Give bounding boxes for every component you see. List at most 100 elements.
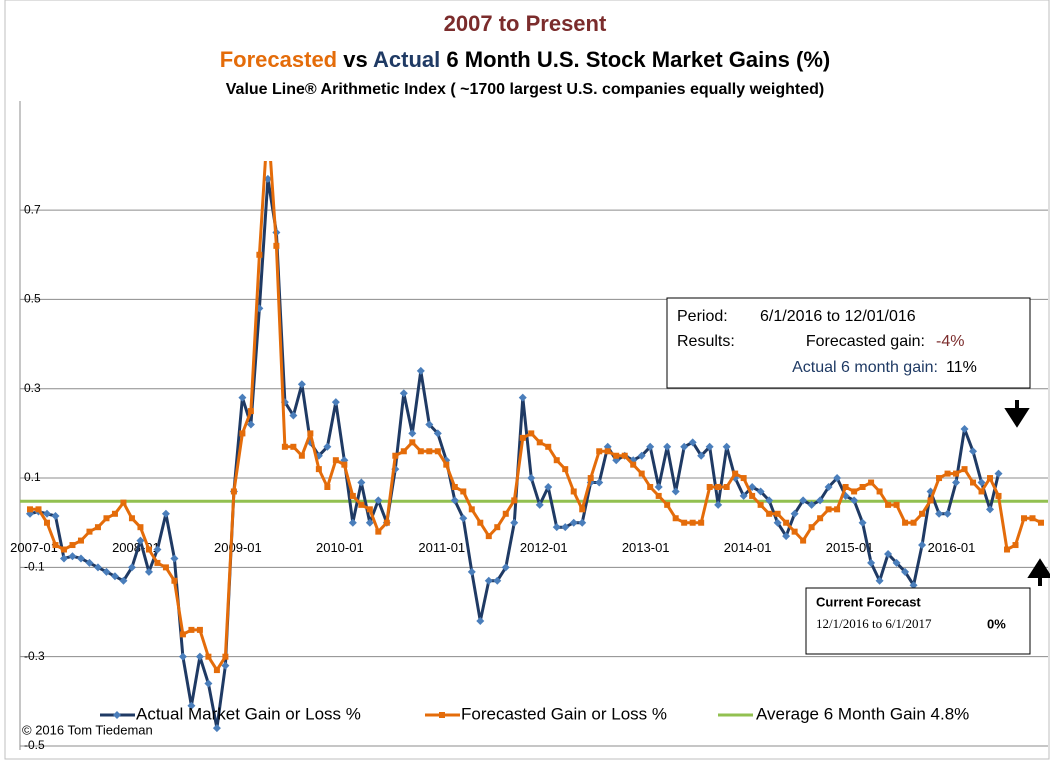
data-point [876,488,883,495]
y-tick-label: 0.5 [24,292,41,306]
data-point [68,552,77,561]
x-tick-label: 2010-01 [316,540,364,555]
data-point [77,537,84,544]
data-point [315,466,322,473]
data-point [281,443,288,450]
data-point [689,519,696,526]
data-point [604,448,611,455]
data-point [561,523,570,532]
data-point [331,398,340,407]
data-point [842,483,849,490]
data-point [120,499,127,506]
y-tick-label: -0.5 [24,738,45,752]
data-point [892,558,901,567]
data-point [501,563,510,572]
data-point [918,541,927,550]
data-point [323,442,332,451]
data-point [859,483,866,490]
data-point [171,577,178,584]
data-point [76,554,85,563]
data-point [460,488,467,495]
data-point [392,452,399,459]
chart-title: 2007 to Present [444,11,607,36]
data-point [494,524,501,531]
data-point [995,492,1002,499]
data-point [94,524,101,531]
y-tick-label: 0.7 [24,202,41,216]
data-point [59,554,68,563]
data-point [654,482,663,491]
data-point [434,448,441,455]
data-point [817,515,824,522]
data-point [732,470,739,477]
data-point [681,519,688,526]
data-point [757,501,764,508]
data-point [42,509,51,518]
data-point [706,483,713,490]
data-point [833,474,842,483]
data-point [672,515,679,522]
data-point [43,519,50,526]
data-point [535,500,544,509]
data-point [987,475,994,482]
x-tick-label: 2012-01 [520,540,568,555]
legend-marker [439,712,445,718]
data-point [502,510,509,517]
data-point [740,475,747,482]
y-tick-label: -0.3 [24,649,45,663]
data-point [663,442,672,451]
data-point [484,576,493,585]
data-point [800,537,807,544]
data-point [485,533,492,540]
data-point [697,451,706,460]
data-point [884,549,893,558]
data-point [943,509,952,518]
data-point [1029,515,1036,522]
data-point [60,546,67,553]
data-point [93,563,102,572]
data-point [961,466,968,473]
legend-label: Actual Market Gain or Loss % [136,704,361,723]
data-point [994,469,1003,478]
x-tick-label: 2007-01 [10,540,58,555]
annotation-text: Forecasted gain: [806,333,925,350]
data-point [970,479,977,486]
data-point [715,483,722,490]
data-point [510,518,519,527]
data-point [383,519,390,526]
data-point [450,496,459,505]
y-tick-label: 0.3 [24,381,41,395]
data-point [477,519,484,526]
data-point [111,510,118,517]
data-point [86,528,93,535]
data-point [578,518,587,527]
data-point [493,576,502,585]
data-point [153,545,162,554]
data-point [944,470,951,477]
data-point [765,496,774,505]
data-point [399,389,408,398]
legend-label: Average 6 Month Gain 4.8% [756,704,969,723]
data-point [927,497,934,504]
data-point [27,506,33,513]
data-point [791,528,798,535]
annotation-text: Period: [677,308,728,325]
data-point [366,506,373,513]
data-point [638,470,645,477]
data-point [986,505,995,514]
data-point [408,429,417,438]
data-point [51,512,60,521]
data-point [195,652,204,661]
subtitle-part: Actual [373,47,440,72]
data-point [1021,515,1028,522]
data-point [298,452,305,459]
data-point [766,510,773,517]
data-point [952,478,961,487]
data-point [222,653,229,660]
data-point [519,434,526,441]
x-tick-label: 2014-01 [724,540,772,555]
data-point [655,492,662,499]
data-point [511,497,518,504]
data-point [782,532,791,541]
